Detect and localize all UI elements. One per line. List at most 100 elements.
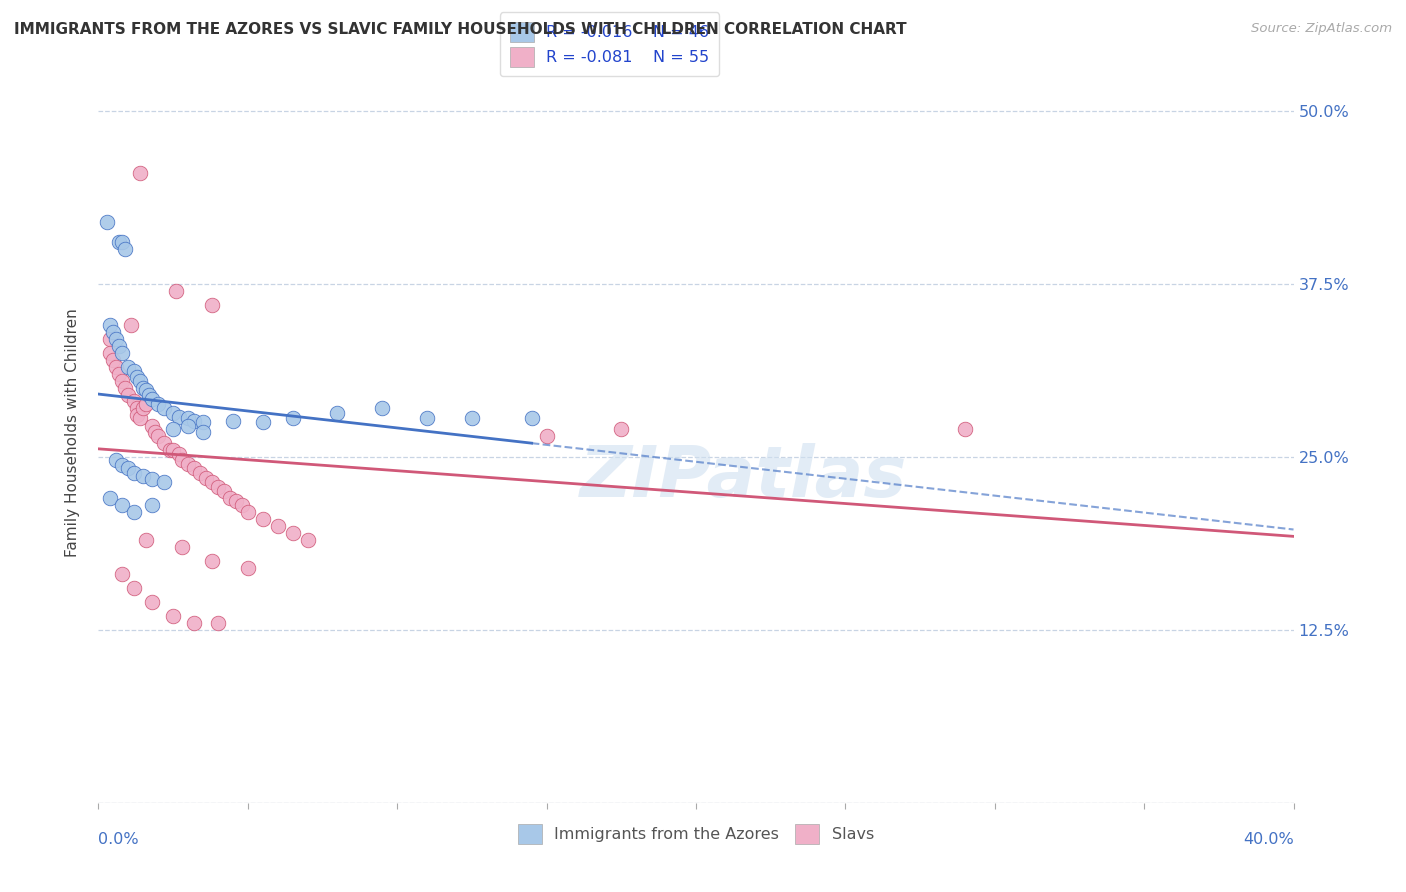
Point xyxy=(141,419,163,434)
Point xyxy=(231,498,253,512)
Text: IMMIGRANTS FROM THE AZORES VS SLAVIC FAMILY HOUSEHOLDS WITH CHILDREN CORRELATION: IMMIGRANTS FROM THE AZORES VS SLAVIC FAM… xyxy=(14,22,907,37)
Point xyxy=(111,567,134,582)
Point xyxy=(236,560,259,574)
Point xyxy=(201,554,224,568)
Point xyxy=(124,394,146,409)
Point xyxy=(201,297,224,311)
Point xyxy=(191,415,214,429)
Point xyxy=(536,429,558,443)
Point xyxy=(120,318,142,333)
Point xyxy=(108,367,131,381)
Point xyxy=(105,332,128,346)
Point xyxy=(117,461,139,475)
Text: 0.0%: 0.0% xyxy=(98,831,139,847)
Text: 40.0%: 40.0% xyxy=(1243,831,1294,847)
Point xyxy=(326,406,349,420)
Point xyxy=(105,452,128,467)
Point xyxy=(141,595,163,609)
Point xyxy=(153,475,176,489)
Point xyxy=(111,498,134,512)
Point xyxy=(267,519,290,533)
Point xyxy=(135,397,157,411)
Point xyxy=(129,374,152,388)
Point xyxy=(127,409,149,423)
Point xyxy=(183,461,205,475)
Point xyxy=(177,457,200,471)
Point xyxy=(108,339,131,353)
Point xyxy=(127,369,149,384)
Point xyxy=(111,235,134,250)
Point xyxy=(124,505,146,519)
Text: ZIPatlas: ZIPatlas xyxy=(581,442,907,511)
Point xyxy=(281,525,304,540)
Point xyxy=(141,498,163,512)
Point xyxy=(132,469,155,483)
Point xyxy=(98,346,122,360)
Point xyxy=(252,415,274,429)
Point xyxy=(96,214,118,228)
Point xyxy=(207,480,229,494)
Point xyxy=(610,422,633,436)
Point xyxy=(98,318,122,333)
Point xyxy=(138,387,160,401)
Point xyxy=(162,609,184,624)
Point xyxy=(148,397,170,411)
Point xyxy=(127,401,149,416)
Point xyxy=(162,442,184,457)
Point xyxy=(111,346,134,360)
Legend: Immigrants from the Azores, Slavs: Immigrants from the Azores, Slavs xyxy=(512,818,880,850)
Point xyxy=(153,401,176,416)
Point xyxy=(212,484,235,499)
Point xyxy=(416,411,439,425)
Point xyxy=(520,411,543,425)
Point xyxy=(207,615,229,630)
Point xyxy=(124,582,146,596)
Text: Source: ZipAtlas.com: Source: ZipAtlas.com xyxy=(1251,22,1392,36)
Point xyxy=(117,359,139,374)
Point xyxy=(201,475,224,489)
Point xyxy=(124,364,146,378)
Point xyxy=(143,425,166,439)
Point xyxy=(162,422,184,436)
Point xyxy=(225,494,247,508)
Point xyxy=(167,409,190,424)
Point xyxy=(177,419,200,434)
Point xyxy=(165,284,187,298)
Point xyxy=(103,326,125,340)
Point xyxy=(111,458,134,472)
Point xyxy=(117,387,139,401)
Point xyxy=(135,384,157,398)
Point xyxy=(167,447,190,461)
Point xyxy=(177,411,200,425)
Point xyxy=(135,533,157,547)
Point xyxy=(281,411,304,425)
Point xyxy=(141,392,163,406)
Point xyxy=(159,442,181,457)
Point xyxy=(371,401,394,416)
Point xyxy=(108,235,131,250)
Point xyxy=(114,381,136,395)
Point xyxy=(129,411,152,425)
Point xyxy=(183,615,205,630)
Point xyxy=(98,491,122,506)
Point xyxy=(111,374,134,388)
Point xyxy=(219,491,242,506)
Point xyxy=(461,411,484,425)
Point xyxy=(132,401,155,416)
Point xyxy=(191,425,214,439)
Point xyxy=(195,470,218,484)
Point xyxy=(172,540,194,554)
Point xyxy=(222,414,245,428)
Point xyxy=(132,381,155,395)
Point xyxy=(124,467,146,481)
Point xyxy=(252,512,274,526)
Point xyxy=(953,422,976,436)
Point xyxy=(297,533,319,547)
Point xyxy=(129,166,152,180)
Point xyxy=(188,467,211,481)
Point xyxy=(103,353,125,368)
Point xyxy=(236,505,259,519)
Y-axis label: Family Households with Children: Family Households with Children xyxy=(65,309,80,557)
Point xyxy=(162,406,184,420)
Point xyxy=(105,359,128,374)
